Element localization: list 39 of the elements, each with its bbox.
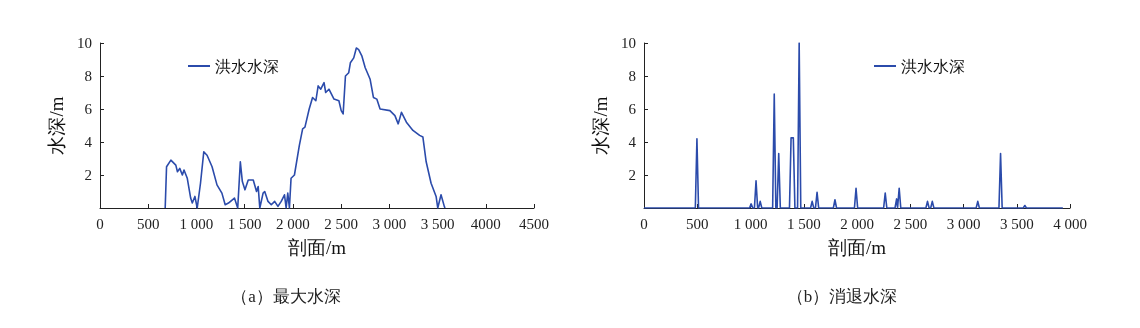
legend-label: 洪水水深: [901, 57, 965, 75]
x-axis-title: 剖面/m: [287, 237, 347, 258]
text: （b）消退水深: [786, 287, 898, 306]
x-axis-title: 剖面/m: [827, 237, 887, 258]
x-tick-label: 4500: [519, 215, 549, 232]
text: （a）最大水深: [231, 287, 341, 306]
y-tick-label: 10: [621, 35, 636, 51]
y-tick-label: 8: [628, 68, 636, 84]
y-tick-label: 4: [628, 134, 637, 150]
y-tick-label: 6: [628, 101, 637, 117]
x-tick-label: 3 000: [372, 215, 407, 232]
x-tick-label: 4000: [470, 215, 501, 232]
x-tick-label: 3 500: [999, 215, 1034, 232]
x-tick-label: 4 000: [1053, 215, 1087, 232]
y-tick-label: 4: [84, 134, 93, 150]
x-tick-label: 3 000: [946, 215, 981, 232]
x-tick-label: 0: [640, 215, 648, 232]
y-tick-label: 2: [84, 167, 92, 183]
y-tick-label: 6: [84, 101, 93, 117]
y-tick-label: 2: [628, 167, 636, 183]
line-series: [164, 47, 446, 209]
x-tick-label: 500: [686, 215, 709, 232]
y-axis-title: 水深/m: [46, 96, 68, 155]
x-tick-label: 1 500: [786, 215, 821, 232]
x-tick-label: 3 500: [420, 215, 455, 232]
x-tick-label: 1 000: [179, 215, 214, 232]
line-series: [643, 42, 1064, 209]
x-tick-label: 2 000: [840, 215, 874, 232]
x-tick-label: 1 500: [227, 215, 262, 232]
x-tick-label: 2 500: [324, 215, 358, 232]
x-tick-label: 1 000: [733, 215, 768, 232]
x-tick-label: 0: [96, 215, 104, 232]
y-axis-title: 水深/m: [590, 96, 612, 155]
x-tick-label: 2 000: [276, 215, 310, 232]
x-tick-label: 2 500: [893, 215, 928, 232]
y-tick-label: 8: [84, 68, 92, 84]
x-tick-label: 500: [136, 215, 160, 232]
y-tick-label: 10: [77, 35, 92, 51]
legend-label: 洪水水深: [215, 57, 279, 75]
